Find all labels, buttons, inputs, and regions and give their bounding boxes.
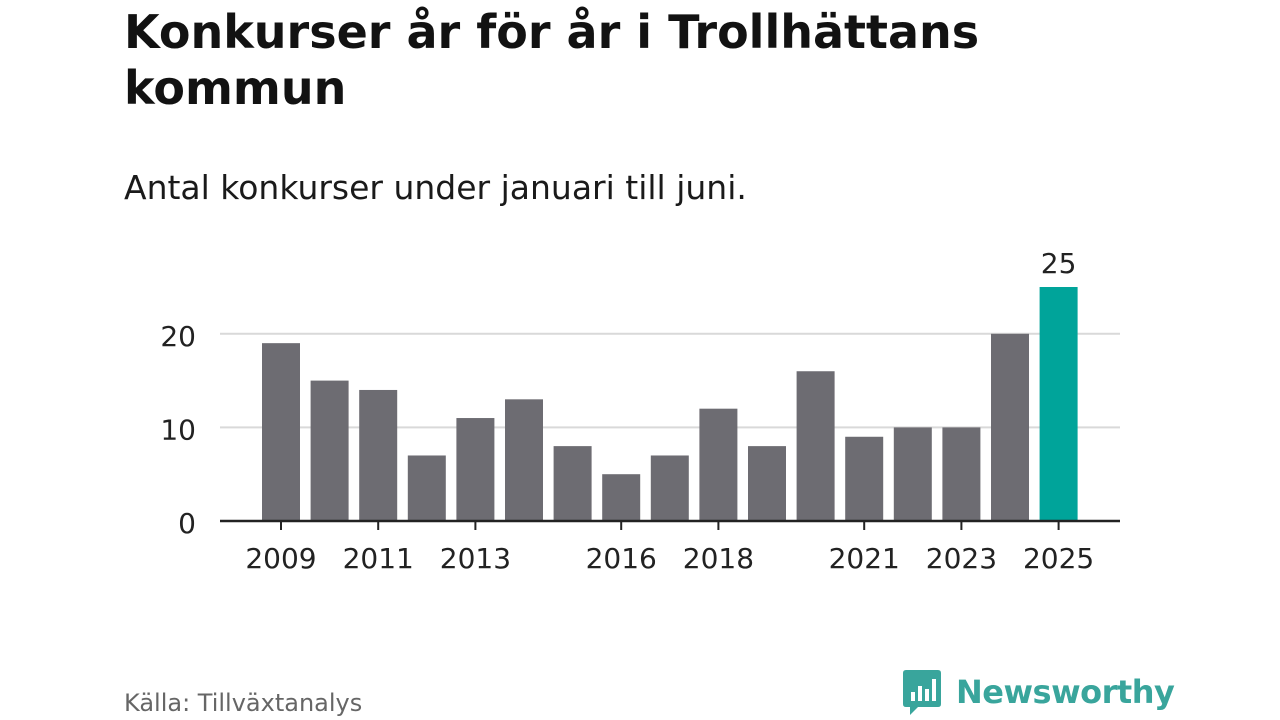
x-tick-label: 2018 (683, 542, 754, 575)
x-tick-label: 2016 (586, 542, 657, 575)
newsworthy-logo-icon (903, 670, 941, 715)
x-tick-label: 2021 (829, 542, 900, 575)
bar (407, 455, 446, 521)
brand-logo: Newsworthy (902, 668, 1175, 716)
data-label: 25 (1041, 247, 1077, 280)
chart-subtitle: Antal konkurser under januari till juni. (124, 168, 747, 207)
bar (650, 455, 689, 521)
y-tick-label: 0 (178, 507, 196, 540)
x-tick-label: 2023 (926, 542, 997, 575)
bar (991, 333, 1029, 521)
y-tick-label: 20 (160, 320, 196, 353)
chart-title: Konkurser år för år i Trollhättans kommu… (124, 5, 980, 115)
bar (699, 408, 738, 521)
bar (553, 446, 592, 521)
bar (262, 343, 300, 521)
bar (845, 436, 884, 521)
x-tick-label: 2009 (245, 542, 316, 575)
x-tick-label: 2013 (440, 542, 511, 575)
bar (505, 399, 543, 521)
bar (1039, 287, 1078, 521)
y-tick-label: 10 (160, 413, 196, 446)
bar (893, 427, 932, 521)
bar (796, 371, 835, 521)
bar (456, 418, 495, 521)
bar (748, 446, 786, 521)
x-tick-label: 2025 (1023, 542, 1094, 575)
bar (942, 427, 981, 521)
bar (310, 380, 349, 521)
x-tick-label: 2011 (343, 542, 414, 575)
bar (602, 474, 641, 521)
brand-name: Newsworthy (956, 673, 1175, 711)
bar (359, 389, 398, 521)
source-note: Källa: Tillväxtanalys (124, 689, 363, 717)
